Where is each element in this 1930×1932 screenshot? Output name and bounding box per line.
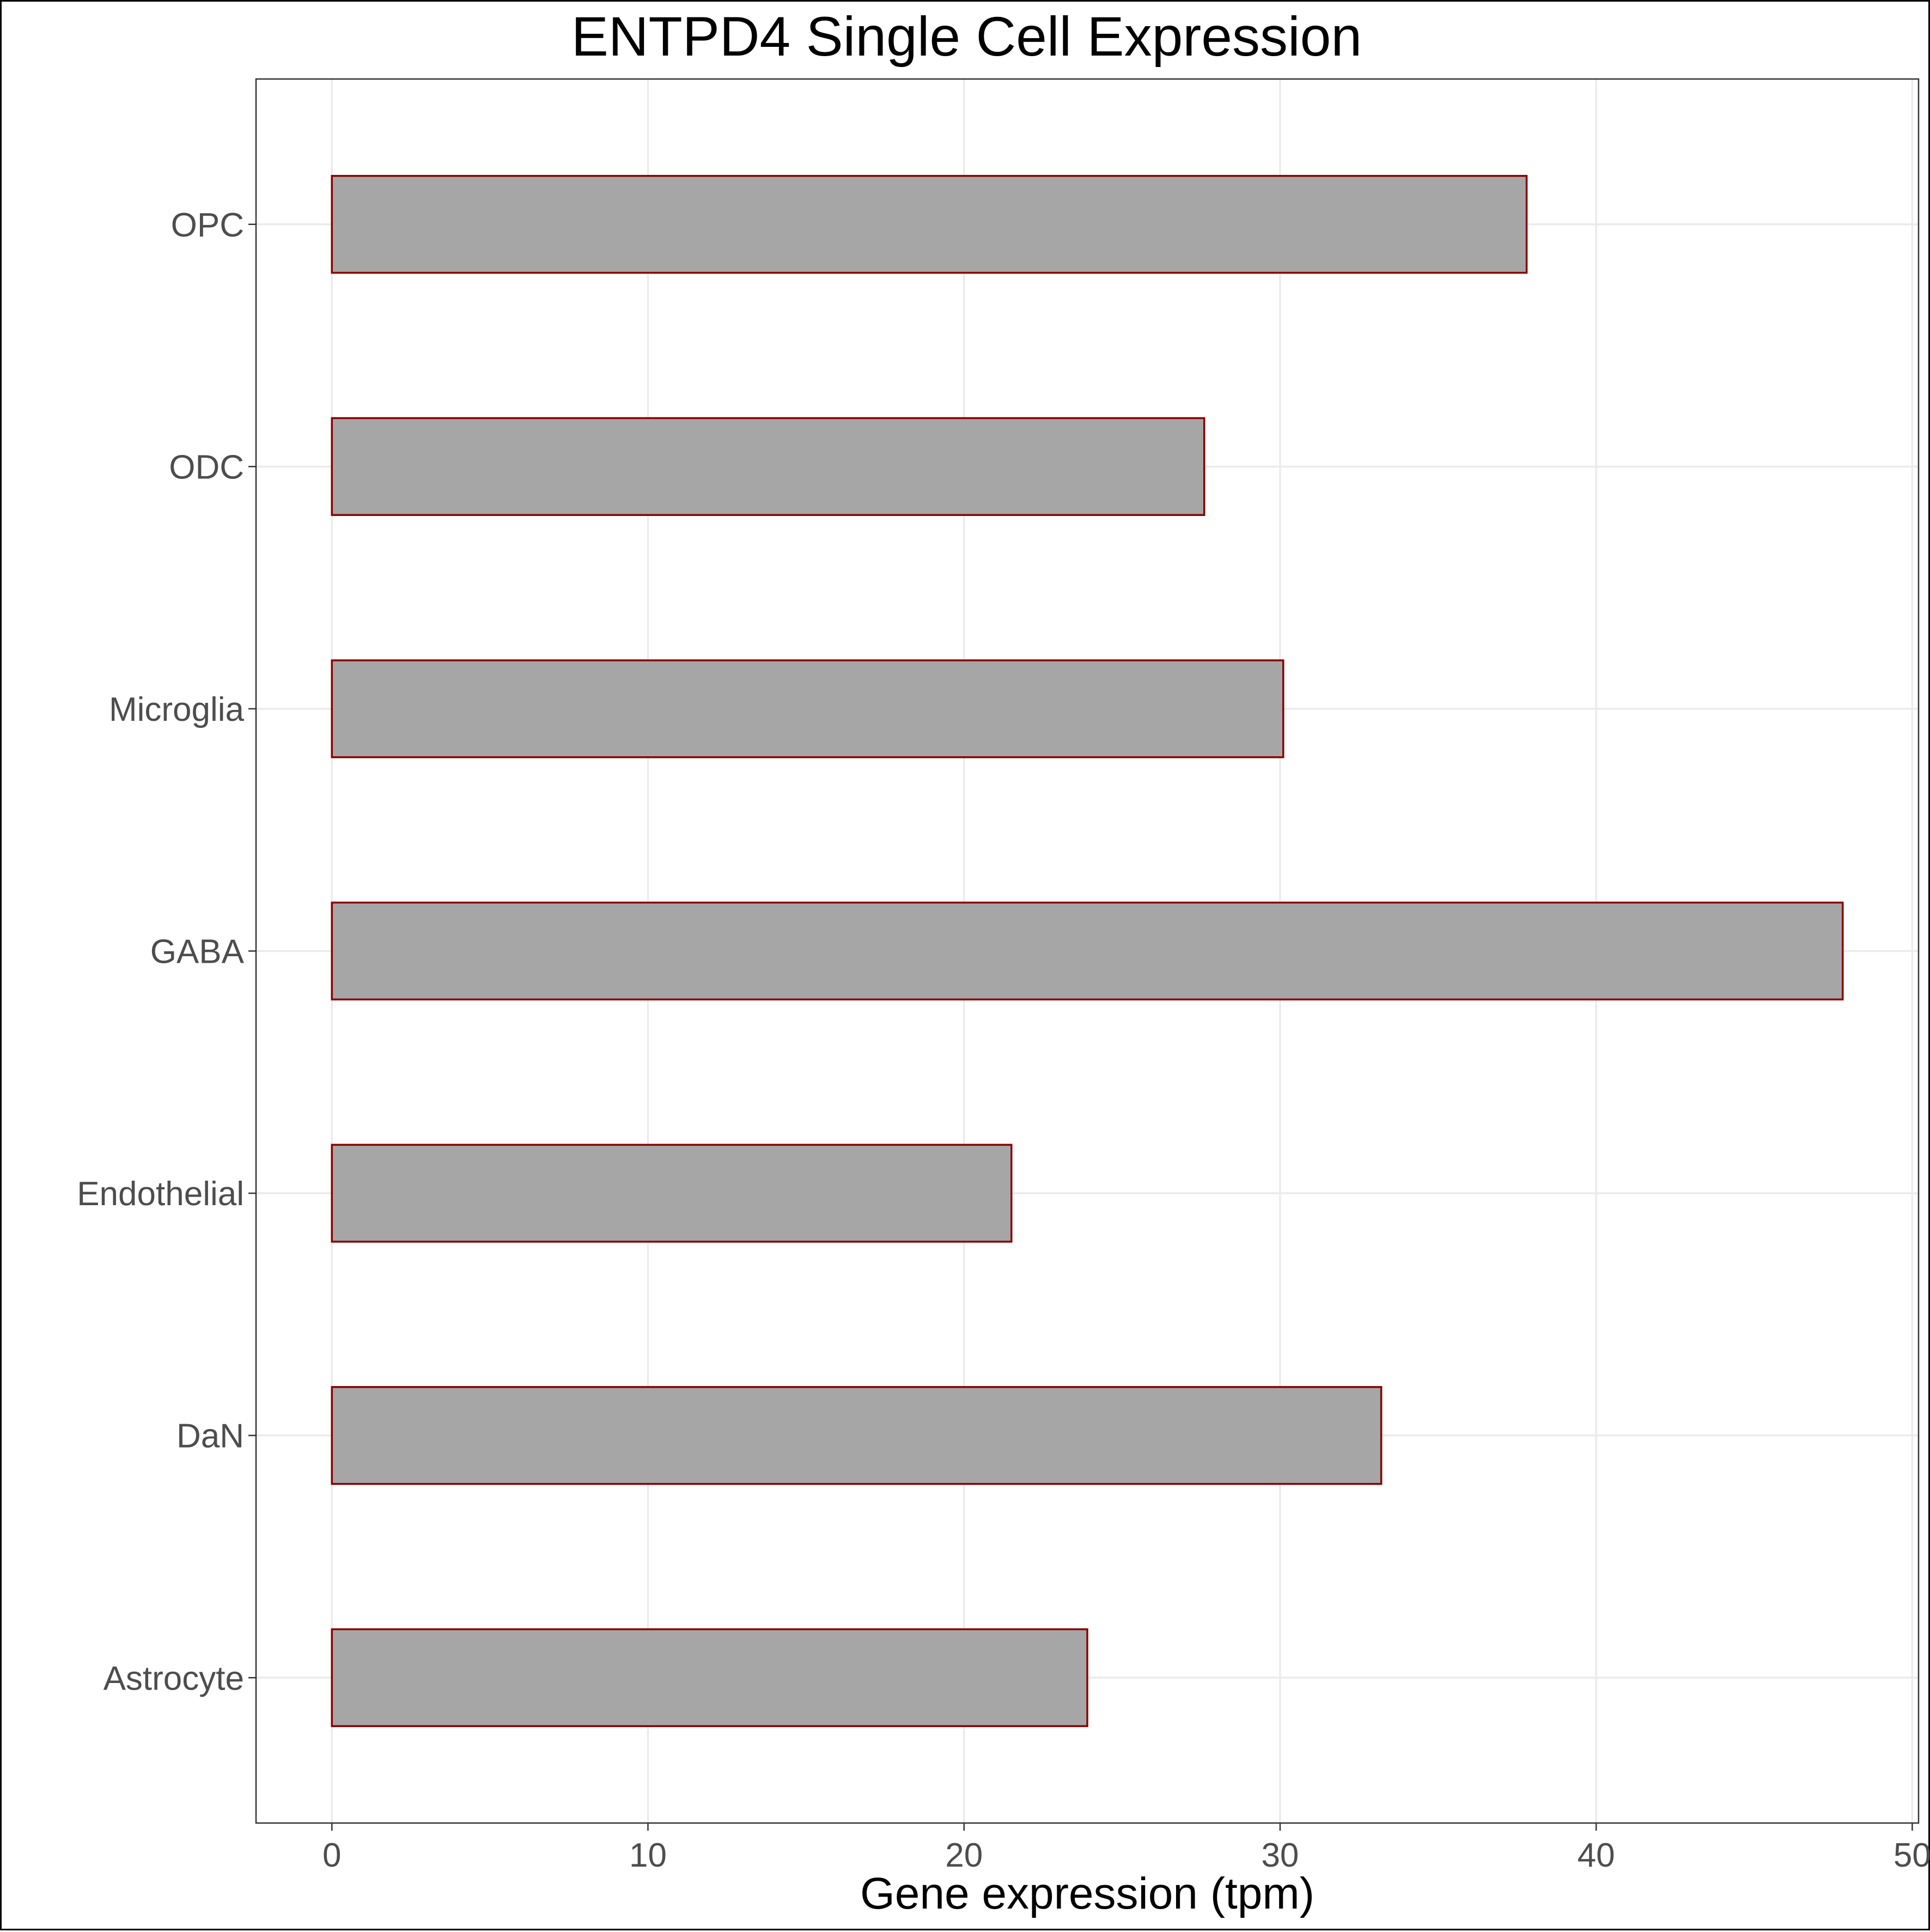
bar-microglia bbox=[331, 659, 1284, 758]
bar-endothelial bbox=[331, 1144, 1013, 1243]
y-tick-label: Astrocyte bbox=[103, 1660, 244, 1697]
bar-astrocyte bbox=[331, 1628, 1088, 1727]
y-tick-label: Endothelial bbox=[77, 1175, 244, 1213]
axis-ticks bbox=[248, 223, 1913, 1831]
bar-odc bbox=[331, 417, 1206, 517]
x-tick-label: 0 bbox=[322, 1837, 341, 1874]
bar-gaba bbox=[331, 901, 1844, 1001]
bar-dan bbox=[331, 1386, 1383, 1485]
x-tick-label: 40 bbox=[1578, 1837, 1615, 1874]
y-tick-label: OPC bbox=[171, 206, 244, 244]
y-tick-label: DaN bbox=[176, 1418, 244, 1455]
tick-labels: 0 10 20 30 40 50 Astrocyte DaN Endothelial GABA Mi… bbox=[77, 206, 1930, 1874]
bar-opc bbox=[331, 175, 1528, 274]
y-tick-label: Microglia bbox=[109, 691, 245, 728]
x-tick-label: 20 bbox=[945, 1837, 983, 1874]
y-tick-label: ODC bbox=[169, 448, 244, 486]
x-axis-title: Gene expression (tpm) bbox=[860, 1869, 1314, 1918]
x-tick-label: 30 bbox=[1261, 1837, 1299, 1874]
x-tick-label: 50 bbox=[1894, 1837, 1930, 1874]
bars bbox=[331, 175, 1844, 1727]
x-tick-label: 10 bbox=[629, 1837, 667, 1874]
chart-title: ENTPD4 Single Cell Expression bbox=[571, 5, 1362, 68]
y-tick-label: GABA bbox=[150, 933, 245, 971]
